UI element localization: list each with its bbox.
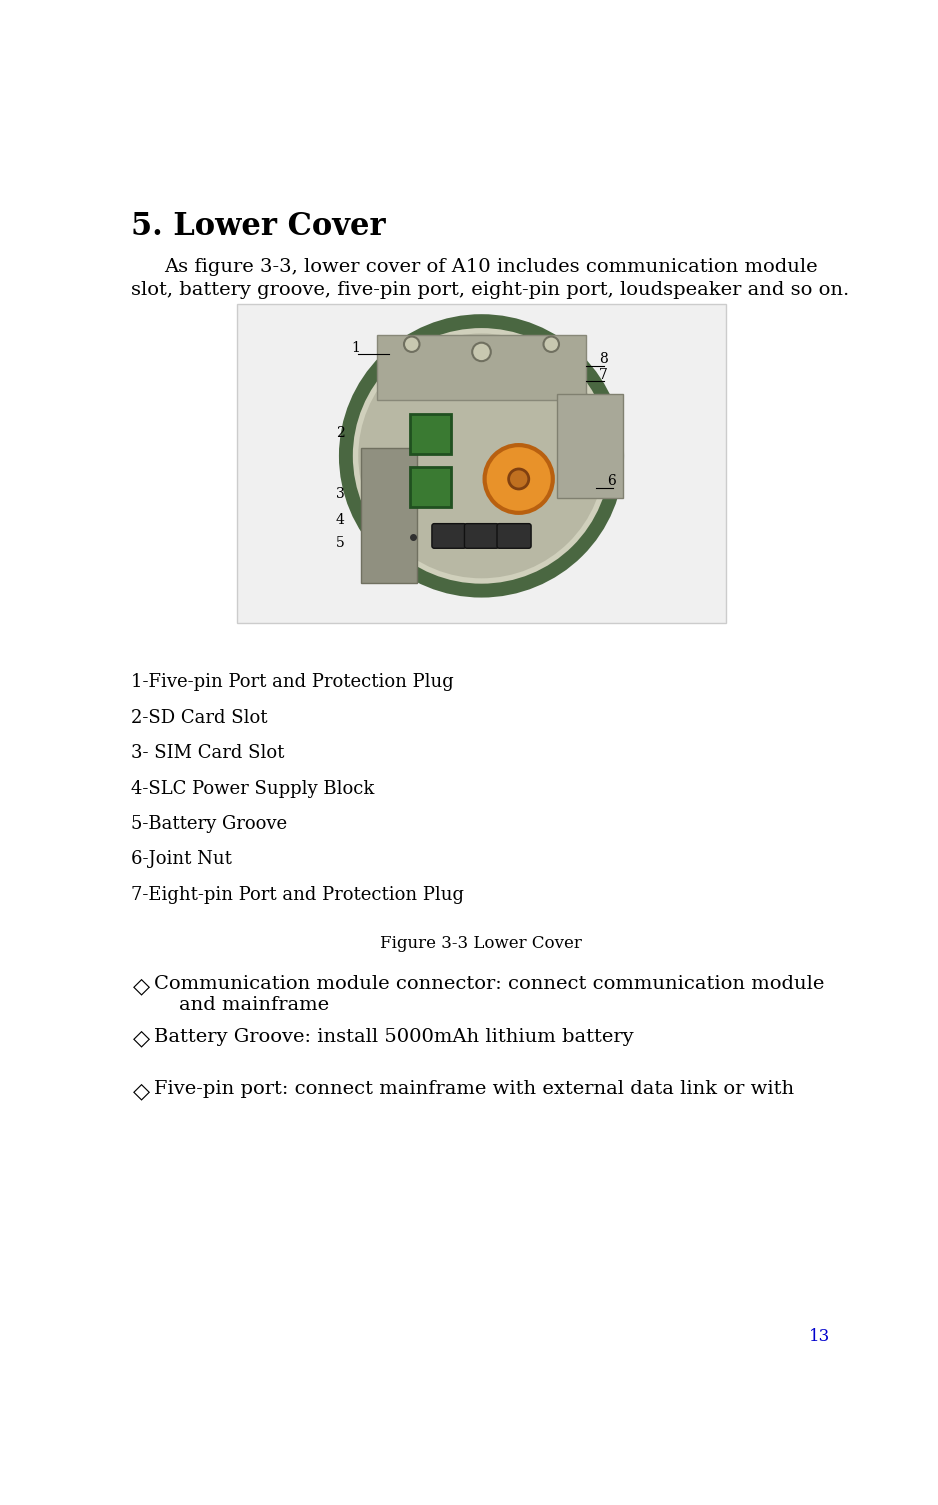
Text: ◇: ◇ — [133, 975, 150, 998]
Text: 2: 2 — [336, 426, 344, 439]
Text: 1: 1 — [352, 342, 360, 355]
Text: 6: 6 — [607, 474, 616, 488]
Text: 7: 7 — [599, 367, 608, 382]
Text: 13: 13 — [809, 1327, 830, 1345]
Text: Communication module connector: connect communication module: Communication module connector: connect … — [155, 975, 825, 993]
Circle shape — [508, 470, 529, 489]
Text: 4-SLC Power Supply Block: 4-SLC Power Supply Block — [131, 780, 374, 798]
Text: slot, battery groove, five-pin port, eight-pin port, loudspeaker and so on.: slot, battery groove, five-pin port, eig… — [131, 281, 850, 298]
Text: 8: 8 — [599, 352, 608, 367]
Circle shape — [472, 343, 491, 361]
FancyBboxPatch shape — [464, 524, 499, 548]
FancyBboxPatch shape — [497, 524, 531, 548]
Text: 4: 4 — [336, 513, 344, 527]
FancyBboxPatch shape — [431, 524, 466, 548]
Text: 6-Joint Nut: 6-Joint Nut — [131, 850, 232, 868]
Text: 1-Five-pin Port and Protection Plug: 1-Five-pin Port and Protection Plug — [131, 673, 454, 691]
Text: 3- SIM Card Slot: 3- SIM Card Slot — [131, 745, 284, 762]
Text: Figure 3-3 Lower Cover: Figure 3-3 Lower Cover — [380, 935, 582, 953]
Text: ◇: ◇ — [133, 1081, 150, 1102]
Circle shape — [404, 337, 419, 352]
Text: Five-pin port: connect mainframe with external data link or with: Five-pin port: connect mainframe with ex… — [155, 1081, 794, 1099]
Text: 5-Battery Groove: 5-Battery Groove — [131, 816, 287, 834]
Circle shape — [346, 321, 617, 590]
Bar — [361, 448, 417, 582]
Text: Battery Groove: install 5000mAh lithium battery: Battery Groove: install 5000mAh lithium … — [155, 1028, 634, 1046]
Bar — [557, 394, 624, 498]
Text: 3: 3 — [336, 488, 344, 501]
Circle shape — [543, 337, 559, 352]
Text: and mainframe: and mainframe — [155, 996, 329, 1014]
Text: 5: 5 — [336, 536, 344, 549]
Bar — [410, 468, 450, 507]
Text: 5. Lower Cover: 5. Lower Cover — [131, 211, 386, 242]
Text: 2-SD Card Slot: 2-SD Card Slot — [131, 709, 267, 727]
Bar — [410, 414, 450, 453]
Bar — [377, 336, 586, 400]
Bar — [237, 304, 726, 623]
Text: ◇: ◇ — [133, 1028, 150, 1049]
Circle shape — [358, 334, 605, 578]
Text: As figure 3-3, lower cover of A10 includes communication module: As figure 3-3, lower cover of A10 includ… — [164, 257, 817, 275]
Text: 7-Eight-pin Port and Protection Plug: 7-Eight-pin Port and Protection Plug — [131, 886, 464, 905]
Circle shape — [485, 445, 552, 513]
